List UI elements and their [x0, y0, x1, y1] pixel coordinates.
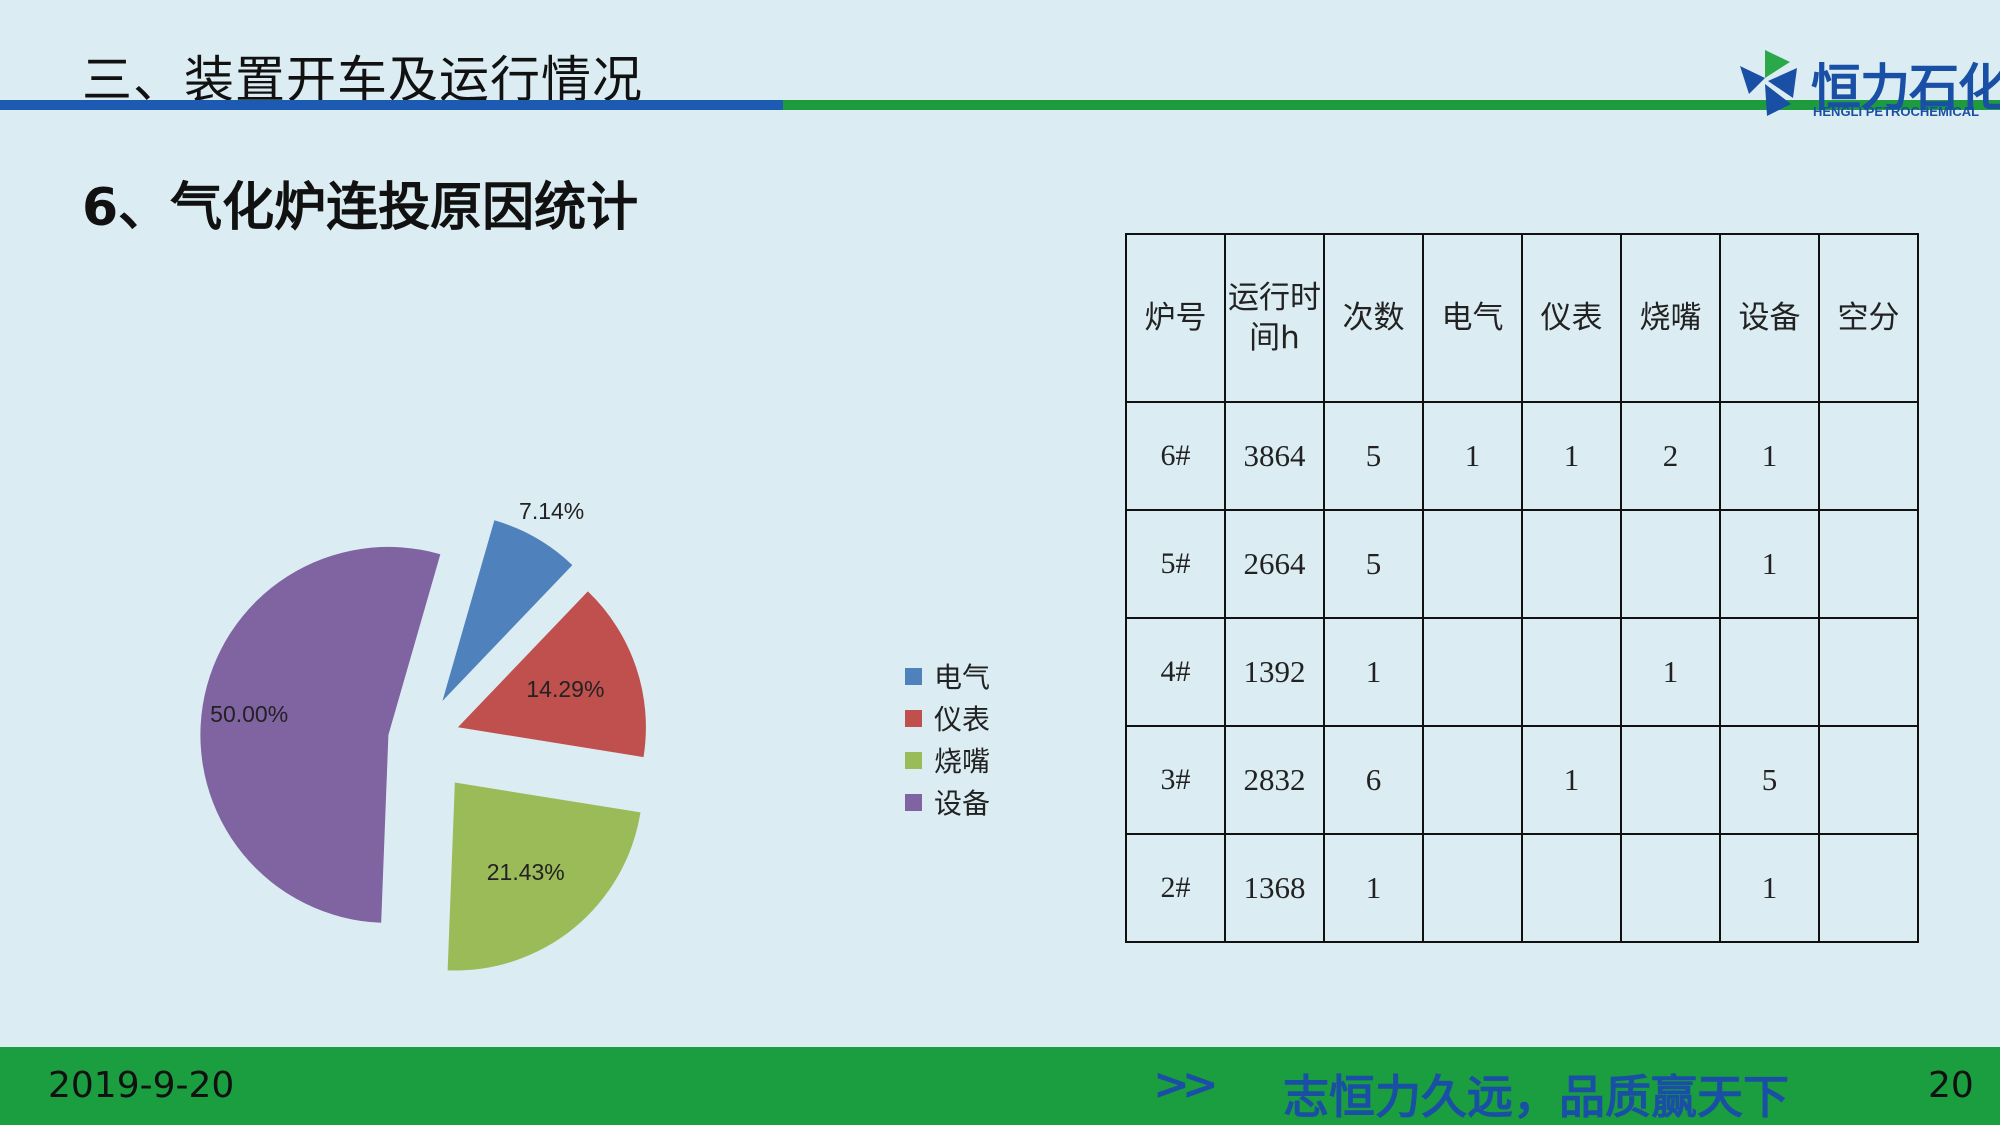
pie-slice — [442, 520, 573, 701]
header-rule-green — [783, 100, 2000, 110]
table-header-row: 炉号 运行时间h 次数 电气 仪表 烧嘴 设备 空分 — [1125, 233, 1919, 403]
table-cell: 1 — [1323, 617, 1424, 727]
legend-item: 电气 — [905, 655, 990, 697]
table-cell: 1 — [1521, 401, 1622, 511]
table-cell: 3# — [1125, 725, 1226, 835]
table-cell — [1719, 617, 1820, 727]
pie-data-label: 50.00% — [210, 700, 289, 727]
pie-chart — [200, 520, 646, 971]
table-cell: 5 — [1323, 509, 1424, 619]
table-cell: 5# — [1125, 509, 1226, 619]
table-cell: 1 — [1323, 833, 1424, 943]
section-title: 6、气化炉连投原因统计 — [82, 178, 639, 238]
table-cell: 5 — [1323, 401, 1424, 511]
legend-item: 仪表 — [905, 697, 990, 739]
table-cell — [1521, 833, 1622, 943]
pie-slice — [200, 546, 441, 923]
pie-data-label: 7.14% — [519, 497, 585, 524]
logo-mark-icon — [1740, 50, 1797, 116]
table-cell: 2832 — [1224, 725, 1325, 835]
table-row: 2# 1368 1 1 — [1125, 833, 1919, 943]
table-row: 4# 1392 1 1 — [1125, 617, 1919, 727]
company-logo: 恒力石化 HENGLI PETROCHEMICAL — [1735, 48, 2000, 123]
header-title: 三、装置开车及运行情况 — [82, 51, 643, 109]
table-cell — [1818, 401, 1919, 511]
table-cell — [1818, 725, 1919, 835]
table-header-cell: 设备 — [1719, 233, 1820, 403]
footer-slogan: 志恒力久远，品质赢天下 — [1283, 1070, 1789, 1124]
table-row: 5# 2664 5 1 — [1125, 509, 1919, 619]
table-cell — [1422, 617, 1523, 727]
table-header-cell: 运行时间h — [1224, 233, 1325, 403]
table-cell — [1521, 617, 1622, 727]
legend-item: 设备 — [905, 781, 990, 823]
table-cell — [1818, 509, 1919, 619]
legend-swatch — [905, 667, 922, 685]
table-cell: 6# — [1125, 401, 1226, 511]
logo-text-cn: 恒力石化 — [1811, 59, 2000, 117]
table-header-cell: 烧嘴 — [1620, 233, 1721, 403]
table-header-cell: 电气 — [1422, 233, 1523, 403]
table-cell — [1422, 725, 1523, 835]
table-cell: 5 — [1719, 725, 1820, 835]
table-cell: 1368 — [1224, 833, 1325, 943]
table-cell — [1620, 833, 1721, 943]
legend-item: 烧嘴 — [905, 739, 990, 781]
table-header-cell: 仪表 — [1521, 233, 1622, 403]
table-cell: 3864 — [1224, 401, 1325, 511]
pie-data-label: 21.43% — [486, 858, 565, 885]
table-cell — [1818, 833, 1919, 943]
table-cell — [1521, 509, 1622, 619]
double-arrow-icon: >> — [1153, 1059, 1219, 1110]
footer-bar: 2019-9-20 >> 志恒力久远，品质赢天下 20 — [0, 1047, 2000, 1125]
pie-slice — [447, 782, 641, 971]
pie-slice — [457, 591, 646, 758]
logo-text-en: HENGLI PETROCHEMICAL — [1813, 104, 1980, 119]
statistics-table: 炉号 运行时间h 次数 电气 仪表 烧嘴 设备 空分 6# 3864 5 1 1… — [1125, 233, 1919, 943]
legend-swatch — [905, 751, 922, 769]
legend-label: 烧嘴 — [934, 745, 991, 778]
table-header-cell: 次数 — [1323, 233, 1424, 403]
table-cell: 4# — [1125, 617, 1226, 727]
table-header-cell: 空分 — [1818, 233, 1919, 403]
table-cell — [1422, 509, 1523, 619]
table-cell: 1 — [1620, 617, 1721, 727]
table-cell — [1620, 509, 1721, 619]
table-cell: 6 — [1323, 725, 1424, 835]
table-cell: 1 — [1422, 401, 1523, 511]
table-cell: 2 — [1620, 401, 1721, 511]
table-cell: 1 — [1719, 401, 1820, 511]
table-row: 3# 2832 6 1 5 — [1125, 725, 1919, 835]
table-cell: 2# — [1125, 833, 1226, 943]
footer-date: 2019-9-20 — [48, 1065, 235, 1106]
legend-swatch — [905, 793, 922, 811]
table-cell: 1 — [1719, 833, 1820, 943]
table-cell: 1392 — [1224, 617, 1325, 727]
table-cell — [1422, 833, 1523, 943]
legend-label: 仪表 — [934, 703, 991, 736]
table-cell — [1818, 617, 1919, 727]
table-cell: 1 — [1719, 509, 1820, 619]
table-cell: 2664 — [1224, 509, 1325, 619]
chart-legend: 电气 仪表 烧嘴 设备 — [905, 655, 990, 823]
header-rule-blue — [0, 100, 783, 110]
table-row: 6# 3864 5 1 1 2 1 — [1125, 401, 1919, 511]
legend-swatch — [905, 709, 922, 727]
legend-label: 电气 — [934, 661, 991, 694]
page-number: 20 — [1928, 1065, 1974, 1106]
table-cell: 1 — [1521, 725, 1622, 835]
legend-label: 设备 — [934, 787, 991, 820]
table-header-cell: 炉号 — [1125, 233, 1226, 403]
table-cell — [1620, 725, 1721, 835]
pie-data-label: 14.29% — [526, 676, 605, 703]
